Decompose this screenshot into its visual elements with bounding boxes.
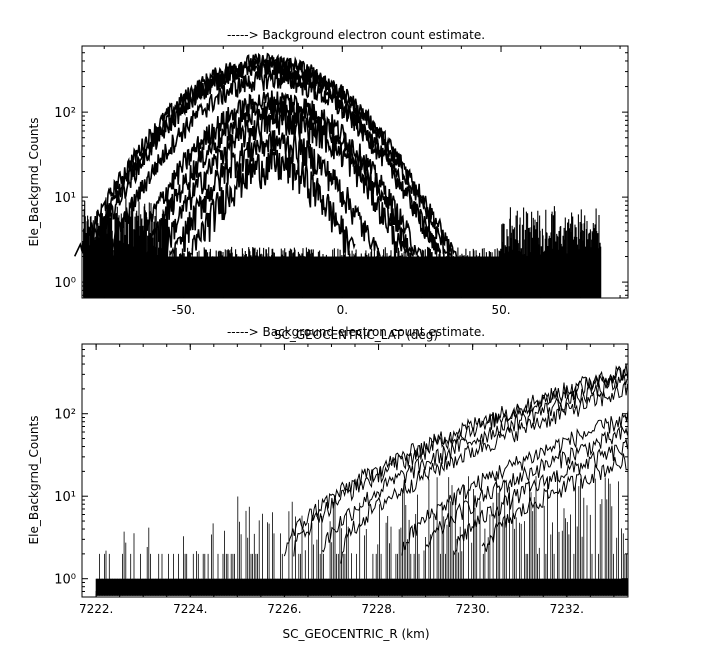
y-tick-label: 10¹: [54, 490, 76, 505]
x-tick-label: 7222.: [79, 602, 113, 616]
background-noise: [95, 475, 627, 596]
x-tick-label: 50.: [491, 303, 510, 317]
chart-panel-radius: -----> Background electron count estimat…: [27, 325, 629, 641]
y-axis-label: Ele_Backgrnd_Counts: [27, 118, 41, 247]
y-tick-label: 10²: [54, 106, 76, 121]
y-tick-label: 10⁰: [54, 276, 76, 291]
x-tick-label: 0.: [337, 303, 348, 317]
y-tick-label: 10⁰: [54, 573, 76, 588]
series-line: [293, 366, 628, 557]
series-line: [453, 437, 628, 556]
series-line: [187, 148, 356, 257]
x-tick-label: 7232.: [550, 602, 584, 616]
series-line: [340, 380, 628, 564]
y-tick-label: 10¹: [54, 191, 76, 206]
chart-panel-latitude: -----> Background electron count estimat…: [27, 28, 629, 342]
series-line: [321, 374, 628, 553]
axes: 7222. 7224. 7226. 7228. 7230. 7232. 10⁰ 10¹ 10²: [54, 343, 628, 616]
x-tick-label: -50.: [172, 303, 195, 317]
chart-title: -----> Background electron count estimat…: [227, 325, 485, 339]
background-floor: [96, 578, 629, 596]
plot-area: [95, 363, 629, 596]
y-axis-label: Ele_Backgrnd_Counts: [27, 416, 41, 545]
background-floor: [83, 256, 602, 298]
series-line: [103, 69, 442, 259]
series-line: [401, 410, 629, 556]
series-line: [159, 111, 407, 259]
axes: -50. 0. 50. 10⁰ 10¹ 10²: [54, 45, 628, 317]
chart-title: -----> Background electron count estimat…: [227, 28, 485, 42]
plot-area: [73, 52, 602, 298]
x-tick-label: 7228.: [361, 602, 395, 616]
x-axis-label: SC_GEOCENTRIC_LAT (deg): [274, 328, 438, 342]
x-axis-label: SC_GEOCENTRIC_R (km): [283, 627, 430, 641]
series-line: [481, 453, 628, 552]
series-line: [169, 130, 381, 257]
series-line: [425, 425, 628, 548]
y-tick-label: 10²: [54, 408, 76, 423]
x-tick-label: 7230.: [455, 602, 489, 616]
x-tick-label: 7226.: [267, 602, 301, 616]
x-tick-label: 7224.: [173, 602, 207, 616]
